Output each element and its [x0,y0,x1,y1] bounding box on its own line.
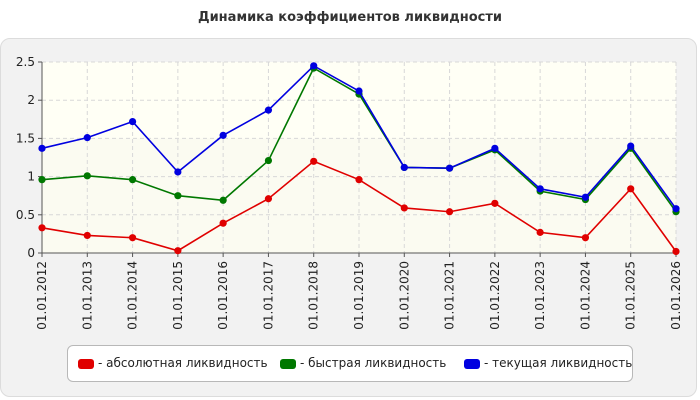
x-tick-label: 01.01.2013 [80,261,94,330]
chart-legend: - абсолютная ликвидность - быстрая ликви… [67,345,633,382]
series-2-point [355,87,363,95]
legend-item-absolute: - абсолютная ликвидность [78,356,268,370]
series-0-point [38,224,46,232]
series-0-point [128,234,137,242]
legend-swatch-absolute [78,358,94,369]
series-0-point [445,208,454,216]
legend-label-quick: - быстрая ликвидность [300,356,447,370]
x-tick-label: 01.01.2015 [171,261,185,330]
x-tick-label: 01.01.2021 [443,261,457,330]
series-2-point [83,134,91,142]
series-0-point [400,204,408,212]
series-0-point [491,199,499,207]
series-2-point [672,205,680,213]
series-2-point [445,164,454,172]
series-2-point [310,62,318,70]
series-2-point [536,185,544,193]
series-2-point [581,193,590,201]
series-0-point [581,234,590,242]
y-tick-label: 1.5 [16,131,35,145]
series-0-point [83,231,91,240]
series-2-point [264,106,273,114]
series-0-point [174,247,182,255]
series-0-point [355,176,363,184]
y-tick-label: 2.5 [16,55,35,69]
x-tick-label: 01.01.2024 [578,261,592,330]
x-tick-label: 01.01.2022 [488,261,502,330]
series-1-point [264,156,273,165]
x-tick-label: 01.01.2012 [35,261,49,330]
series-2-point [38,144,46,152]
series-2-point [174,168,182,176]
x-tick-label: 01.01.2023 [533,261,547,330]
x-tick-label: 01.01.2018 [307,261,321,330]
legend-item-current: - текущая ликвидность [464,356,632,370]
y-tick-label: 2 [27,93,35,107]
x-tick-label: 01.01.2016 [216,261,230,330]
legend-swatch-quick [280,358,296,369]
series-1-point [174,192,182,200]
series-0-point [219,219,227,227]
x-tick-label: 01.01.2017 [261,261,275,330]
y-tick-label: 0.5 [16,208,35,222]
series-2-point [219,131,227,139]
series-2-point [128,117,137,126]
legend-item-quick: - быстрая ликвидность [280,356,446,370]
legend-label-current: - текущая ликвидность [484,356,633,370]
chart-title: Динамика коэффициентов ликвидности [198,10,502,25]
x-tick-label: 01.01.2014 [126,261,140,330]
legend-swatch-current [464,358,480,369]
series-0-point [627,185,635,193]
y-tick-label: 0 [27,246,35,260]
x-tick-label: 01.01.2020 [397,261,411,330]
x-tick-label: 01.01.2019 [352,261,366,330]
series-2-point [627,142,635,150]
series-0-point [310,157,318,165]
y-tick-label: 1 [27,170,35,184]
series-0-point [264,195,273,203]
series-1-point [83,172,91,180]
legend-label-absolute: - абсолютная ликвидность [98,356,268,370]
series-2-point [400,163,408,172]
series-2-point [491,144,499,152]
x-tick-label: 01.01.2026 [669,261,683,330]
x-tick-label: 01.01.2025 [624,261,638,330]
series-0-point [672,247,680,256]
series-1-point [219,196,227,204]
series-1-point [128,176,137,184]
series-1-point [38,176,46,184]
series-0-point [536,228,544,236]
